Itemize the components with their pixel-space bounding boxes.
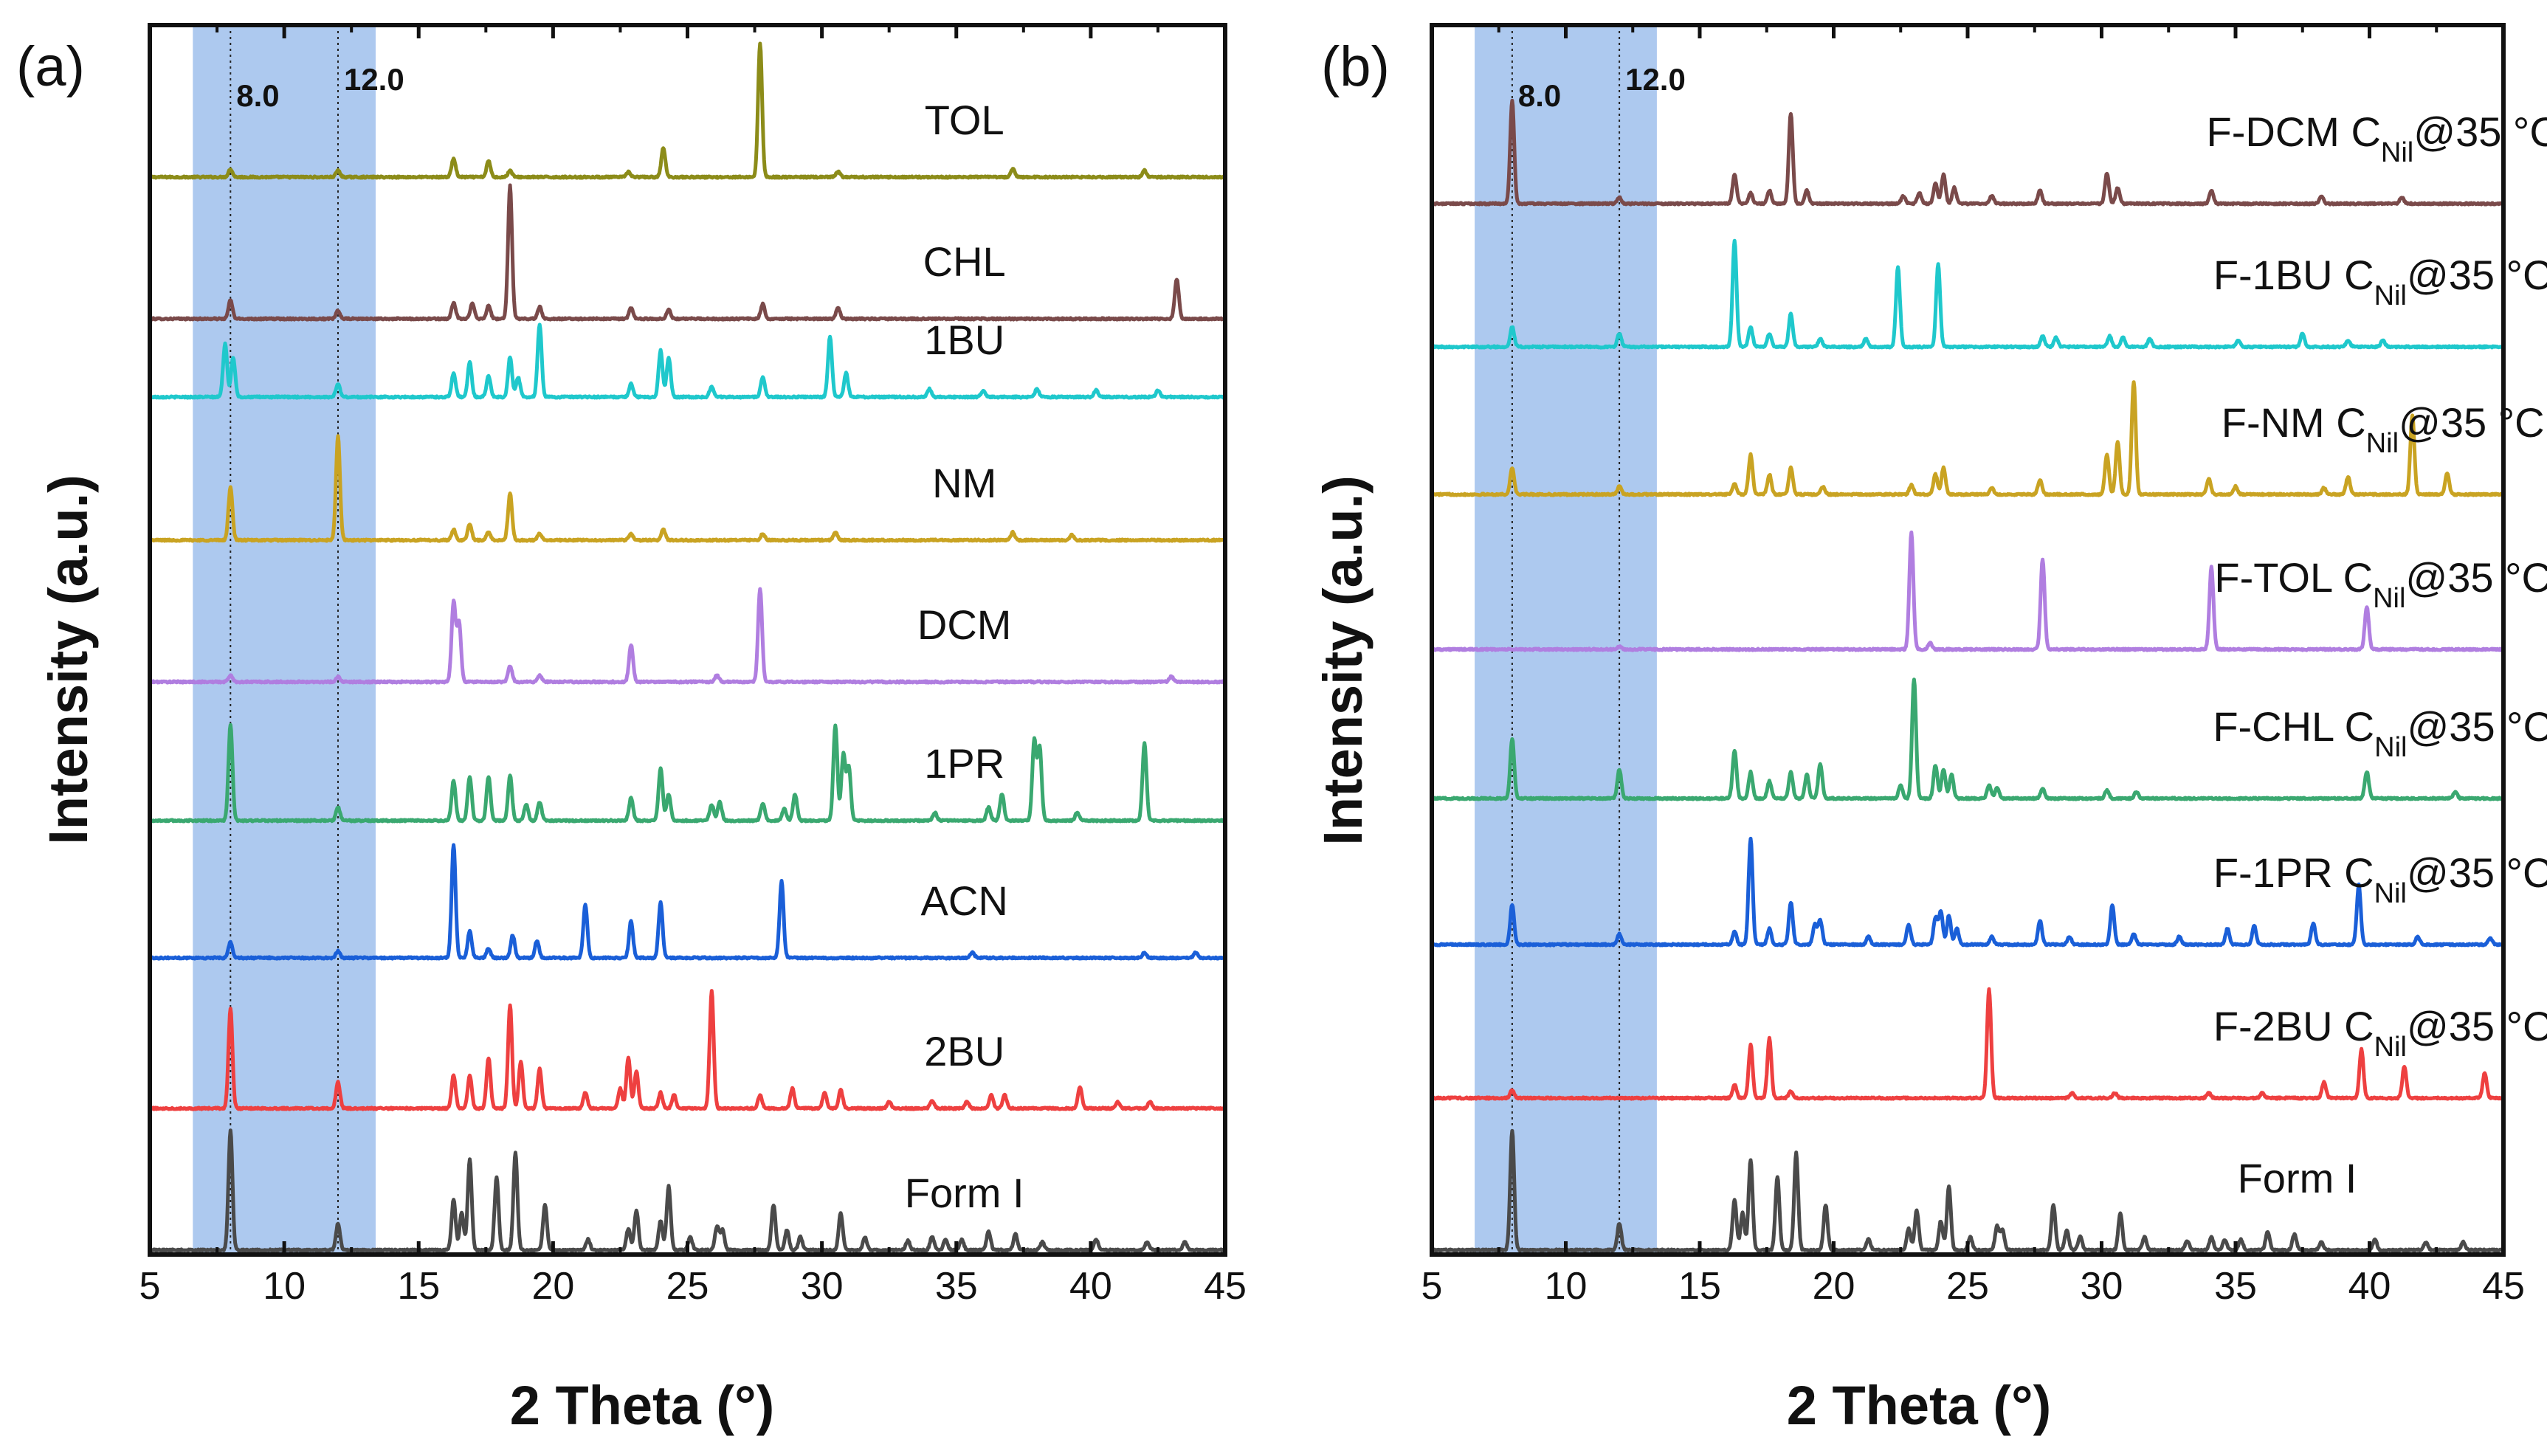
series-trace [1430, 987, 2505, 1101]
series-name: F-TOL C [2214, 554, 2373, 601]
series-subscript: Nil [2374, 1032, 2407, 1063]
x-tick-label: 35 [2214, 1265, 2257, 1308]
series-name: Form I [905, 1170, 1024, 1216]
series-suffix: @35 °C [2407, 849, 2547, 896]
series-label: F-CHL CNil@35 °C [2213, 703, 2547, 763]
x-tick-label: 20 [1813, 1265, 1855, 1308]
panel-b-x-axis-title: 2 Theta (°) [1787, 1375, 2052, 1436]
x-tick-label: 40 [2348, 1265, 2391, 1308]
series-trace [1430, 98, 2505, 207]
x-tick-label: 10 [1545, 1265, 1588, 1308]
series-trace [148, 434, 1227, 543]
panel-b: (b) Intensity (a.u.) 2 Theta (°) 8.0 12.0… [1312, 23, 2547, 1436]
series-label: NM [932, 460, 996, 506]
series-trace [148, 183, 1227, 322]
series-label: F-2BU CNil@35 °C [2213, 1003, 2547, 1063]
series-trace [148, 843, 1227, 961]
series-trace [148, 322, 1227, 400]
series-trace [1430, 380, 2505, 497]
series-suffix: @35 °C [2413, 108, 2547, 155]
reference-line-label: 12.0 [344, 62, 404, 97]
series-label: F-1BU CNil@35 °C [2213, 252, 2547, 311]
series-trace [1430, 677, 2505, 801]
series-subscript: Nil [2366, 428, 2399, 459]
series-label: F-NM CNil@35 °C [2222, 399, 2545, 459]
series-name: F-1BU C [2213, 252, 2374, 298]
series-trace [1430, 530, 2505, 652]
series-suffix: @35 °C [2399, 399, 2545, 446]
series-name: 1PR [924, 740, 1004, 787]
x-tick-label: 25 [1946, 1265, 1989, 1308]
series-name: 1BU [924, 317, 1004, 363]
series-trace [1430, 238, 2505, 350]
series-name: TOL [925, 97, 1004, 143]
series-name: F-CHL C [2213, 703, 2374, 750]
series-suffix: @35 °C [2405, 554, 2547, 601]
series-label: Form I [905, 1170, 1024, 1216]
series-label: F-TOL CNil@35 °C [2214, 554, 2547, 614]
series-trace [148, 587, 1227, 685]
series-label: F-DCM CNil@35 °C [2207, 108, 2547, 168]
x-tick-label: 15 [1678, 1265, 1721, 1308]
reference-line-label: 8.0 [236, 78, 279, 113]
series-trace [148, 41, 1227, 180]
series-name: Form I [2238, 1155, 2357, 1201]
x-tick-label: 10 [263, 1265, 306, 1308]
panel-b-label: (b) [1321, 35, 1390, 98]
highlight-band [193, 25, 376, 1255]
series-subscript: Nil [2374, 280, 2407, 311]
series-label: TOL [925, 97, 1004, 143]
series-trace [148, 722, 1227, 824]
panel-b-y-axis-title: Intensity (a.u.) [1312, 475, 1374, 846]
series-label: DCM [917, 601, 1012, 648]
panel-a: (a) Intensity (a.u.) 2 Theta (°) 8.0 12.0… [16, 23, 1247, 1436]
series-subscript: Nil [2381, 137, 2413, 168]
panel-a-label: (a) [16, 35, 85, 98]
series-name: F-1PR C [2213, 849, 2374, 896]
series-subscript: Nil [2373, 583, 2405, 614]
series-label: 2BU [924, 1028, 1004, 1074]
series-name: 2BU [924, 1028, 1004, 1074]
series-name: F-NM C [2222, 399, 2366, 446]
series-suffix: @35 °C [2407, 1003, 2547, 1049]
x-tick-label: 35 [935, 1265, 978, 1308]
series-label: CHL [923, 238, 1006, 285]
x-tick-label: 30 [801, 1265, 844, 1308]
x-tick-label: 45 [2482, 1265, 2525, 1308]
x-tick-label: 5 [139, 1265, 161, 1308]
series-trace [148, 989, 1227, 1111]
series-label: ACN [921, 877, 1008, 924]
series-suffix: @35 °C [2407, 703, 2547, 750]
series-trace [1430, 836, 2505, 948]
series-name: F-DCM C [2207, 108, 2381, 155]
series-label: 1BU [924, 317, 1004, 363]
series-label: F-1PR CNil@35 °C [2213, 849, 2547, 909]
series-name: DCM [917, 601, 1012, 648]
x-tick-label: 15 [397, 1265, 440, 1308]
x-tick-label: 45 [1204, 1265, 1247, 1308]
series-name: NM [932, 460, 996, 506]
x-tick-label: 40 [1069, 1265, 1112, 1308]
series-name: ACN [921, 877, 1008, 924]
series-suffix: @35 °C [2407, 252, 2547, 298]
series-name: CHL [923, 238, 1006, 285]
series-name: F-2BU C [2213, 1003, 2374, 1049]
reference-line-label: 8.0 [1518, 78, 1561, 113]
series-label: Form I [2238, 1155, 2357, 1201]
x-tick-label: 25 [666, 1265, 709, 1308]
panel-a-x-axis-title: 2 Theta (°) [510, 1375, 775, 1436]
series-subscript: Nil [2374, 878, 2407, 909]
series-subscript: Nil [2374, 732, 2407, 763]
reference-line-label: 12.0 [1625, 62, 1686, 97]
x-tick-label: 20 [531, 1265, 574, 1308]
x-tick-label: 30 [2081, 1265, 2123, 1308]
panel-a-y-axis-title: Intensity (a.u.) [38, 475, 99, 845]
series-label: 1PR [924, 740, 1004, 787]
x-tick-label: 5 [1421, 1265, 1443, 1308]
highlight-band [1475, 25, 1657, 1255]
